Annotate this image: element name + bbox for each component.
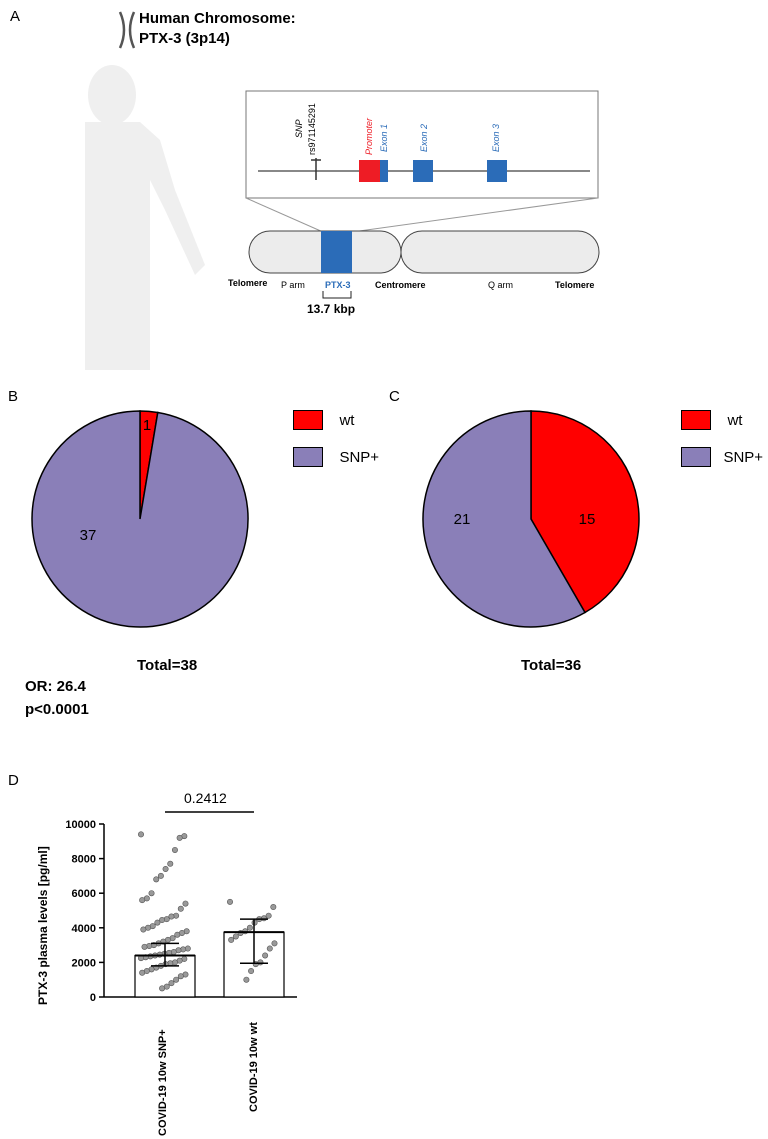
data-point: [140, 926, 147, 933]
legend-label-wt: wt: [727, 411, 743, 429]
data-point: [246, 924, 253, 931]
human-silhouette: [85, 65, 205, 370]
legend-swatch-snp: [681, 447, 711, 467]
odds-ratio: OR: 26.4: [25, 678, 86, 695]
data-point: [227, 898, 234, 905]
legend-label-wt: wt: [339, 411, 355, 429]
promoter-box: [359, 160, 381, 182]
data-point: [270, 904, 277, 911]
legend-label-snp: SNP+: [723, 448, 764, 466]
data-point: [271, 940, 278, 947]
data-point: [139, 969, 146, 976]
panel-c-letter: C: [389, 388, 400, 405]
legend-label-snp: SNP+: [339, 448, 380, 466]
p-value-d: 0.2412: [184, 790, 227, 806]
chromosome-icon: [118, 11, 136, 49]
data-point: [153, 876, 160, 883]
data-point: [139, 897, 146, 904]
pie-value-label: 37: [80, 527, 97, 544]
exon1-box: [380, 160, 388, 182]
legend-swatch-wt: [293, 410, 323, 430]
y-axis-label: PTX-3 plasma levels [pg/ml]: [36, 846, 50, 1005]
legend-swatch-wt: [681, 410, 711, 430]
data-point: [182, 900, 189, 907]
data-point: [138, 831, 145, 838]
data-point: [168, 980, 175, 987]
data-point: [173, 976, 180, 983]
data-point: [228, 936, 235, 943]
exon2-box: [413, 160, 433, 182]
ptx3-gene-label: PTX-3: [325, 280, 351, 290]
p-value-b: p<0.0001: [25, 701, 89, 718]
y-tick-label: 10000: [65, 819, 96, 831]
data-point: [157, 872, 164, 879]
chromosome-title-line1: Human Chromosome:: [139, 10, 296, 27]
chromosome-q-arm: [400, 230, 600, 274]
legend-swatch-snp: [293, 447, 323, 467]
chromosome-title-line2: PTX-3 (3p14): [139, 30, 230, 47]
pie-c-total: Total=36: [521, 657, 582, 674]
telomere-left-label: Telomere: [228, 278, 268, 288]
pie-c-legend-snp: SNP+: [681, 447, 763, 467]
y-tick-label: 6000: [72, 888, 96, 900]
data-point: [159, 985, 166, 992]
data-point: [141, 943, 148, 950]
panel-a-letter: A: [10, 8, 21, 25]
data-point: [171, 846, 178, 853]
pie-b-legend-snp: SNP+: [293, 447, 379, 467]
data-point: [262, 952, 269, 959]
size-label: 13.7 kbp: [307, 302, 356, 316]
pie-slice-snp: [422, 410, 587, 628]
ptx3-locus: [321, 231, 352, 273]
data-point: [232, 933, 239, 940]
centromere-label: Centromere: [375, 280, 426, 290]
telomere-right-label: Telomere: [555, 280, 595, 290]
panel-d-letter: D: [8, 772, 19, 789]
y-tick-label: 8000: [72, 854, 96, 866]
data-point: [162, 865, 169, 872]
data-point: [148, 890, 155, 897]
data-point: [177, 905, 184, 912]
data-point: [174, 931, 181, 938]
pie-slice-snp: [31, 410, 249, 628]
data-point: [159, 917, 166, 924]
pie-b-total: Total=38: [137, 657, 198, 674]
pie-value-label: 15: [579, 511, 596, 528]
data-point: [265, 912, 272, 919]
data-point: [176, 834, 183, 841]
data-point: [154, 919, 161, 926]
panel-b-letter: B: [8, 388, 19, 405]
data-point: [167, 860, 174, 867]
x-category-label-1: COVID-19 10w wt: [248, 1022, 260, 1112]
data-point: [248, 968, 255, 975]
data-point: [177, 973, 184, 980]
data-point: [266, 945, 273, 952]
x-category-label-0: COVID-19 10w SNP+: [157, 1029, 169, 1136]
pie-value-label: 21: [454, 511, 471, 528]
pie-c-legend-wt: wt: [681, 410, 742, 430]
data-point: [168, 913, 175, 920]
pie-b-legend-wt: wt: [293, 410, 354, 430]
pie-slice-wt: [530, 410, 640, 614]
exon3-box: [487, 160, 507, 182]
pie-value-label: 1: [143, 417, 151, 434]
y-tick-label: 0: [90, 992, 96, 1004]
data-point: [243, 976, 250, 983]
p-arm-label: P arm: [281, 280, 305, 290]
y-tick-label: 2000: [72, 957, 96, 969]
q-arm-label: Q arm: [488, 280, 514, 290]
y-tick-label: 4000: [72, 923, 96, 935]
